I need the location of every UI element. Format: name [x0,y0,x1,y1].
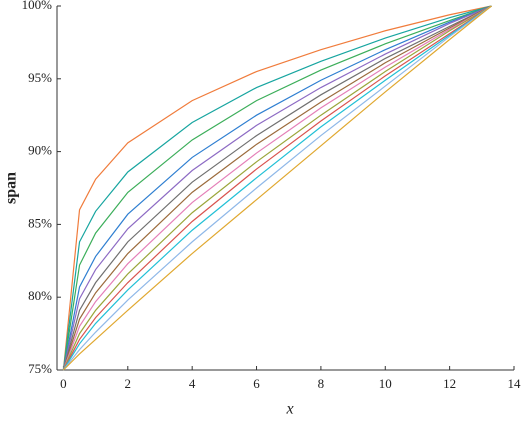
series-line [62,5,492,371]
series-line [62,5,492,371]
series-line [62,5,492,371]
series-line [62,5,492,371]
x-tick-label: 10 [379,376,392,391]
x-tick-label: 0 [60,376,67,391]
x-tick-label: 8 [318,376,325,391]
x-axis-label: x [285,401,293,418]
x-tick-label: 14 [508,376,522,391]
x-tick-label: 4 [189,376,196,391]
y-axis-label: span [3,172,20,204]
x-tick-label: 6 [253,376,260,391]
x-tick-label: 2 [125,376,132,391]
y-tick-label: 85% [28,215,52,230]
series-line [62,5,492,371]
series-line [63,5,492,371]
y-tick-label: 95% [28,70,52,85]
y-tick-label: 75% [28,361,52,376]
series-line [62,5,492,371]
series-line [62,5,492,371]
y-tick-label: 100% [22,0,53,12]
x-tick-label: 12 [443,376,456,391]
series-line [62,5,492,371]
series-line [62,5,492,371]
y-tick-label: 90% [28,143,52,158]
series-line [62,5,492,371]
series-line [62,5,492,371]
series-line [62,5,492,371]
y-tick-label: 80% [28,288,52,303]
